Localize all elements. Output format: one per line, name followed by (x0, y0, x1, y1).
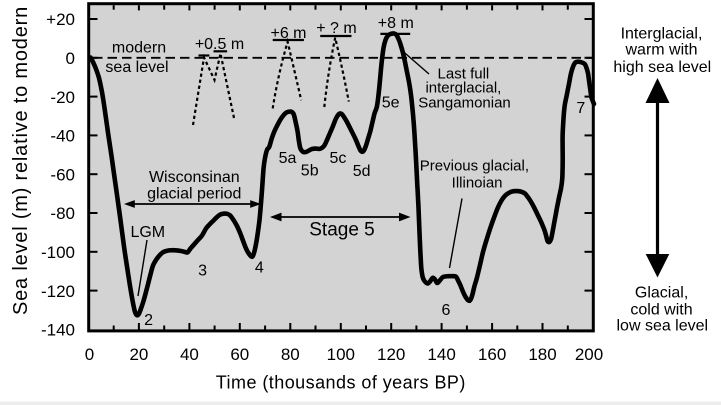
svg-text:-80: -80 (50, 204, 75, 223)
svg-text:Illinoian: Illinoian (452, 175, 503, 192)
svg-text:0: 0 (85, 345, 94, 364)
svg-text:Wisconsinan: Wisconsinan (149, 169, 240, 186)
svg-text:200: 200 (575, 345, 603, 364)
svg-text:-60: -60 (50, 165, 75, 184)
svg-text:5c: 5c (329, 150, 346, 167)
svg-text:Interglacial,: Interglacial, (621, 26, 703, 43)
svg-text:Glacial,: Glacial, (635, 284, 688, 301)
svg-text:5a: 5a (279, 150, 297, 167)
svg-text:interglacial,: interglacial, (425, 80, 501, 97)
svg-text:6: 6 (442, 302, 451, 319)
svg-text:120: 120 (377, 345, 405, 364)
svg-text:5e: 5e (382, 95, 400, 112)
svg-text:180: 180 (528, 345, 556, 364)
svg-text:LGM: LGM (130, 224, 165, 241)
svg-text:+20: +20 (46, 10, 75, 29)
svg-text:-40: -40 (50, 127, 75, 146)
svg-text:+6 m: +6 m (270, 25, 306, 42)
svg-text:60: 60 (230, 345, 249, 364)
svg-text:3: 3 (198, 262, 207, 279)
svg-text:modern: modern (112, 40, 166, 57)
svg-text:warm with: warm with (624, 41, 697, 58)
svg-text:+ ? m: + ? m (316, 20, 356, 37)
svg-text:20: 20 (129, 345, 148, 364)
svg-text:-20: -20 (50, 88, 75, 107)
svg-text:40: 40 (180, 345, 199, 364)
svg-text:Stage 5: Stage 5 (309, 219, 375, 240)
svg-text:-140: -140 (41, 321, 75, 340)
svg-text:2: 2 (144, 312, 153, 329)
svg-text:Time (thousands of years BP): Time (thousands of years BP) (216, 373, 466, 393)
svg-text:0: 0 (66, 49, 75, 68)
svg-text:160: 160 (478, 345, 506, 364)
svg-text:Last full: Last full (438, 65, 490, 82)
svg-text:5d: 5d (353, 163, 371, 180)
svg-text:-120: -120 (41, 282, 75, 301)
svg-text:4: 4 (255, 260, 264, 277)
svg-text:sea level: sea level (105, 59, 168, 76)
svg-text:high sea level: high sea level (613, 59, 711, 76)
svg-text:140: 140 (427, 345, 455, 364)
svg-text:-100: -100 (41, 243, 75, 262)
svg-text:Sea level (m) relative to mode: Sea level (m) relative to modern (10, 6, 32, 315)
svg-text:Previous glacial,: Previous glacial, (420, 158, 529, 175)
svg-text:+0.5 m: +0.5 m (195, 36, 244, 53)
svg-text:80: 80 (281, 345, 300, 364)
svg-text:100: 100 (327, 345, 355, 364)
svg-text:low sea level: low sea level (616, 318, 708, 335)
svg-text:glacial period: glacial period (147, 186, 241, 203)
svg-text:+8 m: +8 m (378, 15, 414, 32)
svg-text:Sangamonian: Sangamonian (418, 95, 511, 112)
svg-text:7: 7 (576, 100, 585, 117)
svg-text:cold with: cold with (630, 301, 692, 318)
svg-text:5b: 5b (301, 163, 319, 180)
